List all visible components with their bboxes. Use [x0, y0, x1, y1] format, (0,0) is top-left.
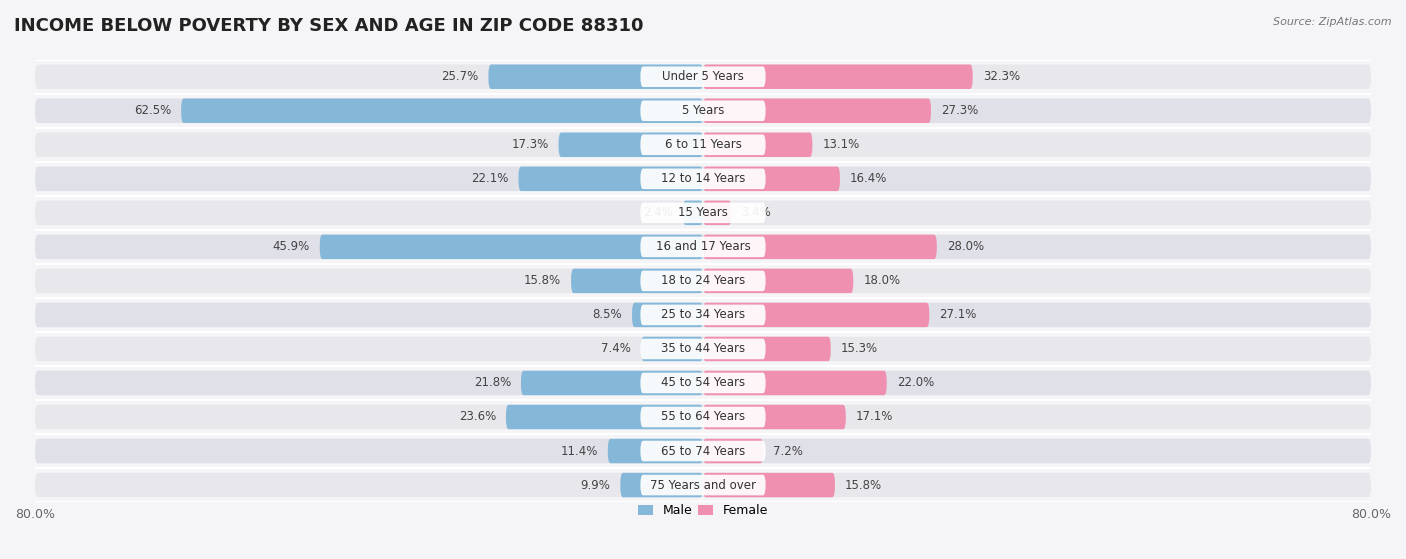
- FancyBboxPatch shape: [703, 167, 839, 191]
- Text: 3.4%: 3.4%: [741, 206, 770, 219]
- FancyBboxPatch shape: [35, 473, 1371, 498]
- Text: 27.3%: 27.3%: [941, 105, 979, 117]
- FancyBboxPatch shape: [640, 407, 766, 427]
- Text: 75 Years and over: 75 Years and over: [650, 479, 756, 491]
- Text: 7.2%: 7.2%: [773, 444, 803, 457]
- FancyBboxPatch shape: [640, 305, 766, 325]
- FancyBboxPatch shape: [703, 64, 973, 89]
- FancyBboxPatch shape: [35, 302, 1371, 327]
- Text: 8.5%: 8.5%: [592, 309, 621, 321]
- FancyBboxPatch shape: [640, 202, 766, 223]
- FancyBboxPatch shape: [571, 269, 703, 293]
- FancyBboxPatch shape: [703, 405, 846, 429]
- Text: 22.0%: 22.0%: [897, 376, 934, 390]
- FancyBboxPatch shape: [558, 132, 703, 157]
- FancyBboxPatch shape: [703, 439, 763, 463]
- Text: 15.3%: 15.3%: [841, 343, 877, 356]
- Text: 18.0%: 18.0%: [863, 274, 900, 287]
- FancyBboxPatch shape: [35, 371, 1371, 395]
- Text: Under 5 Years: Under 5 Years: [662, 70, 744, 83]
- Text: 45 to 54 Years: 45 to 54 Years: [661, 376, 745, 390]
- FancyBboxPatch shape: [620, 473, 703, 498]
- FancyBboxPatch shape: [181, 98, 703, 123]
- FancyBboxPatch shape: [488, 64, 703, 89]
- FancyBboxPatch shape: [35, 201, 1371, 225]
- FancyBboxPatch shape: [640, 236, 766, 257]
- Text: INCOME BELOW POVERTY BY SEX AND AGE IN ZIP CODE 88310: INCOME BELOW POVERTY BY SEX AND AGE IN Z…: [14, 17, 644, 35]
- Text: Source: ZipAtlas.com: Source: ZipAtlas.com: [1274, 17, 1392, 27]
- Text: 35 to 44 Years: 35 to 44 Years: [661, 343, 745, 356]
- Text: 15.8%: 15.8%: [524, 274, 561, 287]
- Text: 62.5%: 62.5%: [134, 105, 172, 117]
- FancyBboxPatch shape: [641, 337, 703, 361]
- FancyBboxPatch shape: [35, 98, 1371, 123]
- Text: 15 Years: 15 Years: [678, 206, 728, 219]
- FancyBboxPatch shape: [640, 339, 766, 359]
- FancyBboxPatch shape: [703, 371, 887, 395]
- FancyBboxPatch shape: [683, 201, 703, 225]
- Text: 55 to 64 Years: 55 to 64 Years: [661, 410, 745, 424]
- Text: 16 and 17 Years: 16 and 17 Years: [655, 240, 751, 253]
- Text: 2.4%: 2.4%: [643, 206, 673, 219]
- FancyBboxPatch shape: [703, 337, 831, 361]
- FancyBboxPatch shape: [640, 373, 766, 394]
- Text: 11.4%: 11.4%: [561, 444, 598, 457]
- FancyBboxPatch shape: [703, 473, 835, 498]
- FancyBboxPatch shape: [703, 132, 813, 157]
- FancyBboxPatch shape: [35, 269, 1371, 293]
- FancyBboxPatch shape: [640, 67, 766, 87]
- Text: 18 to 24 Years: 18 to 24 Years: [661, 274, 745, 287]
- Text: 7.4%: 7.4%: [602, 343, 631, 356]
- FancyBboxPatch shape: [522, 371, 703, 395]
- Text: 6 to 11 Years: 6 to 11 Years: [665, 138, 741, 151]
- FancyBboxPatch shape: [640, 440, 766, 461]
- Text: 9.9%: 9.9%: [581, 479, 610, 491]
- Text: 17.1%: 17.1%: [856, 410, 893, 424]
- Text: 21.8%: 21.8%: [474, 376, 510, 390]
- FancyBboxPatch shape: [703, 302, 929, 327]
- Text: 16.4%: 16.4%: [851, 172, 887, 186]
- FancyBboxPatch shape: [640, 475, 766, 495]
- Text: 25.7%: 25.7%: [441, 70, 478, 83]
- Text: 32.3%: 32.3%: [983, 70, 1019, 83]
- Text: 22.1%: 22.1%: [471, 172, 509, 186]
- Text: 12 to 14 Years: 12 to 14 Years: [661, 172, 745, 186]
- FancyBboxPatch shape: [640, 271, 766, 291]
- Text: 17.3%: 17.3%: [512, 138, 548, 151]
- FancyBboxPatch shape: [35, 405, 1371, 429]
- FancyBboxPatch shape: [703, 269, 853, 293]
- FancyBboxPatch shape: [35, 439, 1371, 463]
- FancyBboxPatch shape: [640, 168, 766, 189]
- FancyBboxPatch shape: [35, 64, 1371, 89]
- Text: 23.6%: 23.6%: [458, 410, 496, 424]
- Text: 27.1%: 27.1%: [939, 309, 977, 321]
- FancyBboxPatch shape: [640, 135, 766, 155]
- FancyBboxPatch shape: [35, 337, 1371, 361]
- Text: 45.9%: 45.9%: [273, 240, 309, 253]
- FancyBboxPatch shape: [35, 132, 1371, 157]
- Legend: Male, Female: Male, Female: [633, 499, 773, 522]
- FancyBboxPatch shape: [703, 201, 731, 225]
- Text: 5 Years: 5 Years: [682, 105, 724, 117]
- Text: 28.0%: 28.0%: [946, 240, 984, 253]
- FancyBboxPatch shape: [35, 167, 1371, 191]
- FancyBboxPatch shape: [607, 439, 703, 463]
- FancyBboxPatch shape: [633, 302, 703, 327]
- FancyBboxPatch shape: [703, 98, 931, 123]
- FancyBboxPatch shape: [519, 167, 703, 191]
- FancyBboxPatch shape: [703, 235, 936, 259]
- Text: 13.1%: 13.1%: [823, 138, 859, 151]
- Text: 65 to 74 Years: 65 to 74 Years: [661, 444, 745, 457]
- Text: 15.8%: 15.8%: [845, 479, 882, 491]
- FancyBboxPatch shape: [35, 235, 1371, 259]
- FancyBboxPatch shape: [640, 101, 766, 121]
- FancyBboxPatch shape: [506, 405, 703, 429]
- FancyBboxPatch shape: [319, 235, 703, 259]
- Text: 25 to 34 Years: 25 to 34 Years: [661, 309, 745, 321]
